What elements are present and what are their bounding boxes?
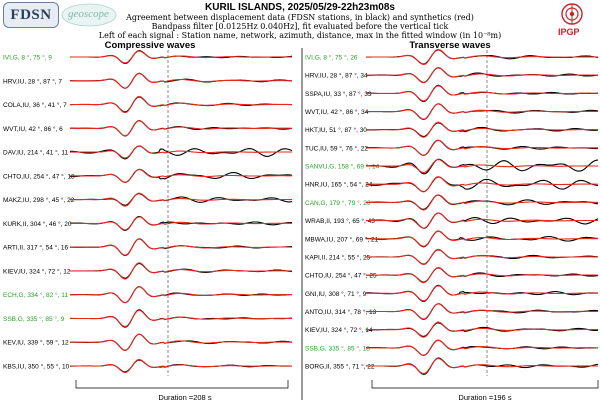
station-label: DAV,IU, 214 °, 41 °, 11 xyxy=(3,149,68,157)
station-label: GNI,IU, 308 °, 71 °, 9 xyxy=(305,290,367,298)
transverse-panel-title: Transverse waves xyxy=(409,40,491,51)
synthetic-trace xyxy=(366,159,598,174)
synthetic-trace xyxy=(366,285,599,302)
station-label: WVT,IU, 42 °, 86 °, 6 xyxy=(3,125,63,133)
station-label: WRAB,II, 193 °, 65 °, 43 xyxy=(305,217,375,225)
station-label: KAPI,II, 214 °, 55 °, 25 xyxy=(305,253,371,261)
synthetic-trace xyxy=(70,262,292,280)
geoscope-logo-text: geoscope xyxy=(68,8,109,20)
station-label: IVI,G, 8 °, 75 °, 26 xyxy=(305,54,358,62)
station-label: COLA,IU, 36 °, 41 °, 7 xyxy=(3,101,67,109)
ipgp-logo-text: IPGP xyxy=(558,27,580,37)
geoscope-logo: geoscope xyxy=(60,2,118,28)
station-label: WVT,IU, 42 °, 86 °, 34 xyxy=(305,108,369,116)
station-label: SANVU,G, 158 °, 69 °, 14 xyxy=(305,163,380,171)
synthetic-trace xyxy=(366,85,598,102)
synthetic-trace xyxy=(366,176,598,193)
synthetic-trace xyxy=(70,120,292,137)
synthetic-trace xyxy=(70,145,293,159)
synthetic-trace xyxy=(70,168,292,183)
synthetic-trace xyxy=(366,194,598,211)
compressive-duration-label: Duration =208 s xyxy=(158,393,212,402)
station-label: CHTO,IU, 254 °, 47 °, 25 xyxy=(305,272,377,280)
synthetic-trace xyxy=(70,238,292,256)
station-label: KIEV,IU, 324 °, 72 °, 12 xyxy=(3,267,71,275)
transverse-duration-bracket xyxy=(371,380,599,389)
fdsn-logo: FDSN xyxy=(3,2,59,28)
station-label: ARTI,II, 317 °, 54 °, 16 xyxy=(3,244,68,252)
station-label: SSB,G, 335 °, 85 °, 9 xyxy=(3,315,65,323)
synthetic-trace xyxy=(70,192,292,207)
station-label: CHTO,IU, 254 °, 47 °, 18 xyxy=(3,172,75,180)
station-label: SSB,G, 335 °, 85 °, 18 xyxy=(305,344,370,352)
geoscope-globe-icon xyxy=(61,3,117,27)
subtitle-line-2: Bandpass filter [0.0125Hz 0.040Hz], fit … xyxy=(151,22,449,31)
subtitle-line-1: Agreement between displacement data (FDS… xyxy=(126,13,474,22)
synthetic-trace xyxy=(70,286,293,304)
compressive-panel-title: Compressive waves xyxy=(104,40,196,51)
synthetic-trace xyxy=(366,339,598,356)
station-label: HKT,IU, 51 °, 87 °, 30 xyxy=(305,126,367,134)
synthetic-trace xyxy=(70,50,292,64)
station-label: HRV,IU, 28 °, 87 °, 34 xyxy=(305,72,368,80)
station-label: KEV,IU, 339 °, 59 °, 12 xyxy=(3,339,69,347)
figure-title: KURIL ISLANDS, 2025/05/29-22h23m08s xyxy=(205,2,395,13)
synthetic-trace xyxy=(366,248,598,266)
station-label: HRV,IU, 28 °, 87 °, 7 xyxy=(3,77,62,85)
station-label: KIEV,IU, 324 °, 72 °, 14 xyxy=(305,326,373,334)
synthetic-trace xyxy=(366,48,598,66)
station-label: CAN,G, 179 °, 79 °, 20 xyxy=(305,199,371,207)
synthetic-trace xyxy=(366,103,598,120)
synthetic-trace xyxy=(366,212,599,229)
station-label: BORG,II, 355 °, 71 °, 22 xyxy=(305,363,375,371)
ipgp-emblem-icon xyxy=(561,3,583,25)
synthetic-trace xyxy=(366,357,598,375)
synthetic-trace xyxy=(366,121,598,138)
station-label: KURK,II, 304 °, 46 °, 20 xyxy=(3,220,72,228)
synthetic-trace xyxy=(70,358,292,374)
station-label: MAKZ,IU, 298 °, 45 °, 22 xyxy=(3,196,75,204)
synthetic-trace xyxy=(366,267,598,284)
synthetic-trace xyxy=(366,139,599,156)
synthetic-trace xyxy=(70,333,292,351)
station-label: HNR,IU, 165 °, 54 °, 24 xyxy=(305,181,373,189)
station-label: ECH,G, 334 °, 82 °, 11 xyxy=(3,291,68,299)
synthetic-trace xyxy=(366,230,598,247)
synthetic-trace xyxy=(366,321,598,338)
subtitle-line-3: Left of each signal : Station name, netw… xyxy=(98,31,502,40)
synthetic-trace xyxy=(366,67,598,84)
station-label: KBS,IU, 350 °, 55 °, 10 xyxy=(3,363,70,371)
observed-trace xyxy=(70,145,293,160)
synthetic-trace xyxy=(70,309,292,328)
synthetic-trace xyxy=(70,72,292,89)
ipgp-logo: IPGP xyxy=(552,2,592,38)
station-label: MBWA,IU, 207 °, 69 °, 21 xyxy=(305,235,379,243)
synthetic-trace xyxy=(70,95,292,114)
station-label: IVI,G, 8 °, 75 °, 9 xyxy=(3,54,52,62)
fdsn-logo-text: FDSN xyxy=(10,7,52,23)
synthetic-trace xyxy=(70,216,293,231)
observed-trace xyxy=(366,158,599,175)
station-label: TUC,IU, 59 °, 76 °, 22 xyxy=(305,144,368,152)
synthetic-trace xyxy=(366,303,598,320)
station-label: ANTO,IU, 314 °, 78 °, 13 xyxy=(305,308,377,316)
compressive-duration-bracket xyxy=(75,380,289,389)
transverse-duration-label: Duration =196 s xyxy=(458,393,512,402)
station-label: SSPA,IU, 33 °, 87 °, 33 xyxy=(305,90,372,98)
